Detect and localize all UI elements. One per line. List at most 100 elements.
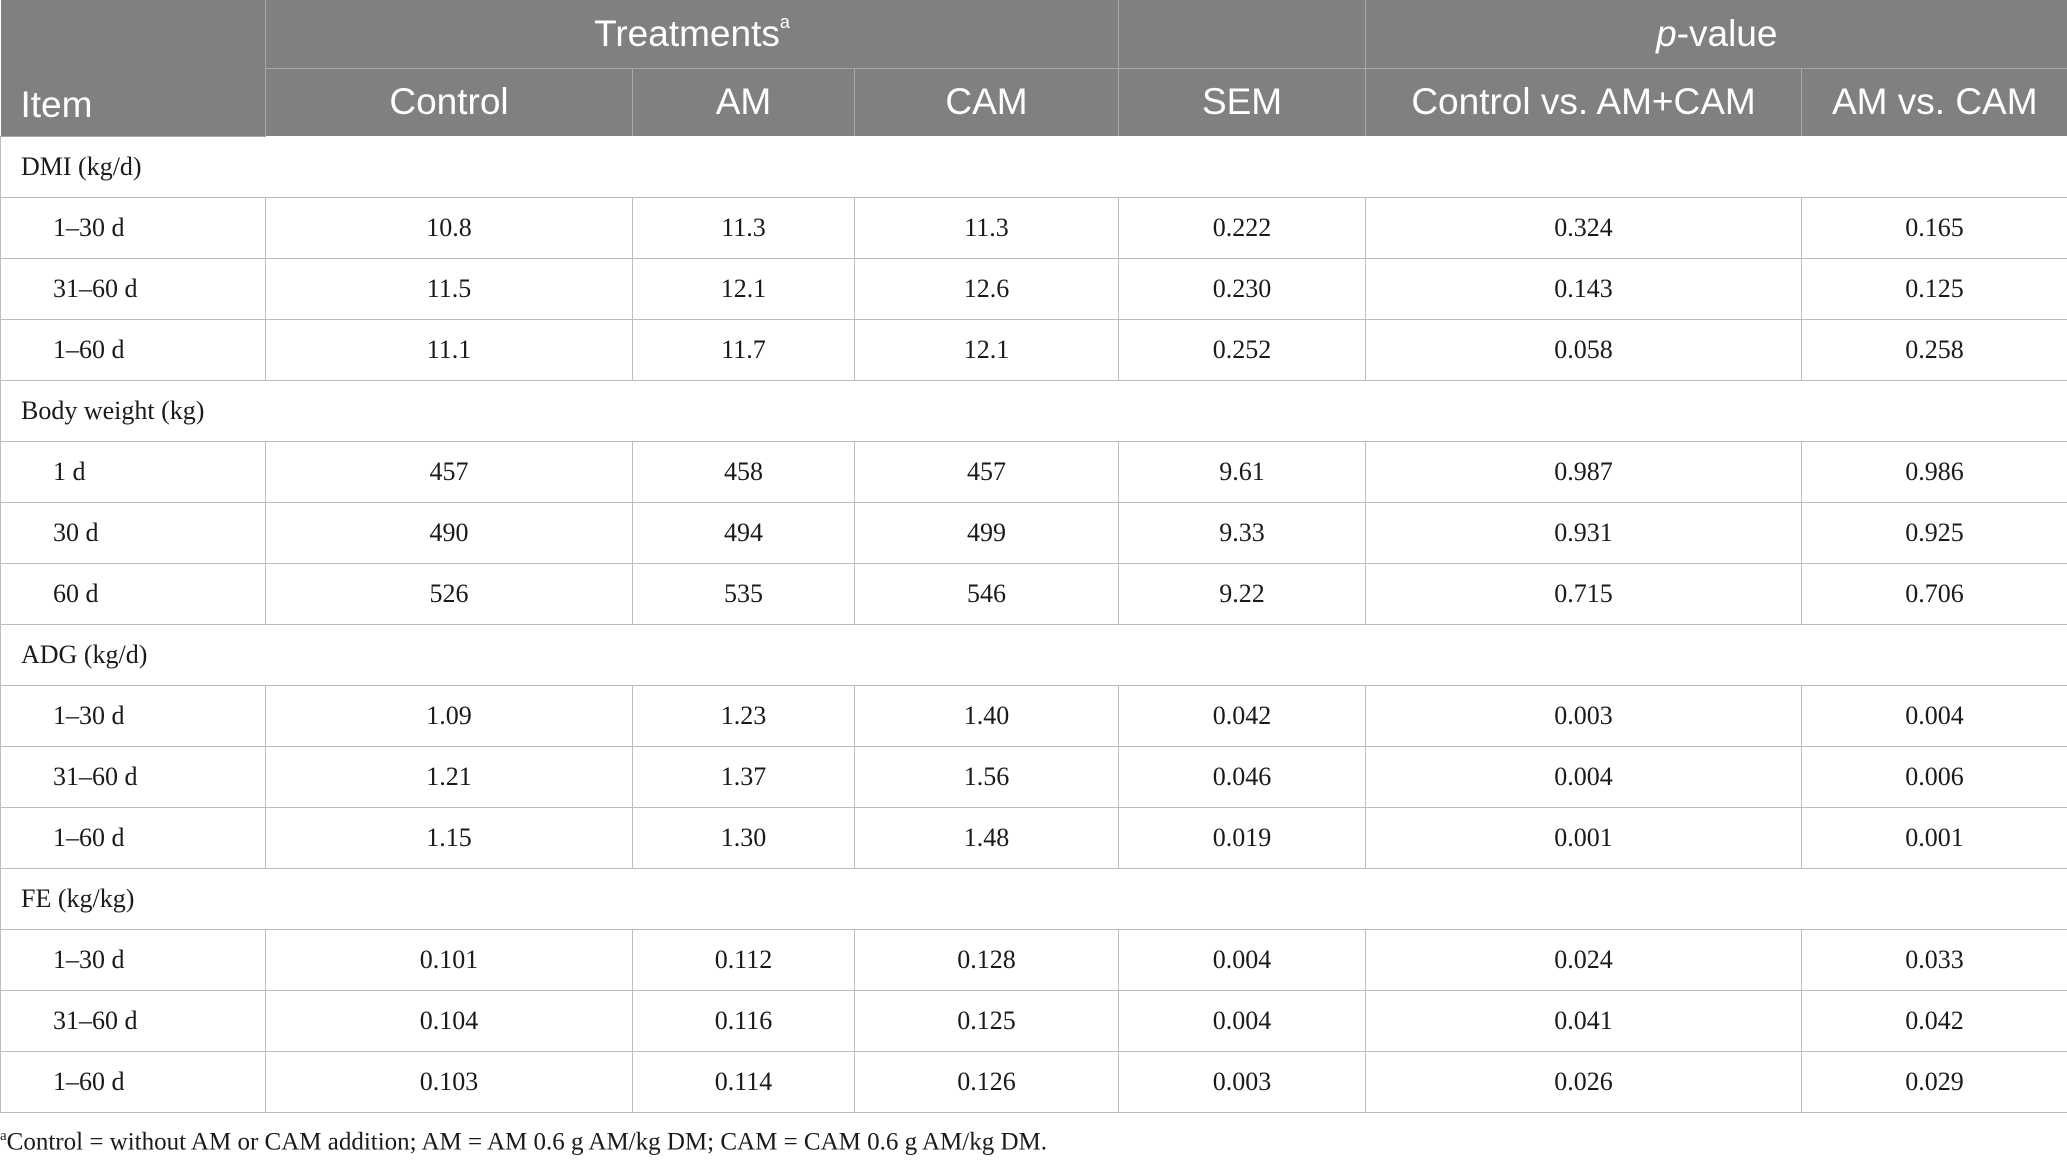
cell-cam: 11.3 [853, 197, 1119, 259]
cell-item: 1–60 d [0, 1051, 266, 1113]
cell-cam: 1.56 [853, 746, 1119, 808]
table-row: 31–60 d 0.104 0.116 0.125 0.004 0.041 0.042 [0, 990, 2067, 1052]
table-row: 1–30 d 10.8 11.3 11.3 0.222 0.324 0.165 [0, 197, 2067, 259]
cell-sem: 0.222 [1118, 197, 1366, 259]
cell-p2: 0.925 [1801, 502, 2067, 564]
cell-p2: 0.706 [1801, 563, 2067, 625]
cell-control: 0.103 [265, 1051, 633, 1113]
cell-am: 1.37 [632, 746, 855, 808]
group-row: FE (kg/kg) [0, 868, 2067, 930]
header-pvalue: p-value [1365, 0, 2067, 69]
table-row: 30 d 490 494 499 9.33 0.931 0.925 [0, 502, 2067, 564]
header-treatments: Treatmentsa [264, 0, 1119, 69]
cell-item: 1–60 d [0, 319, 266, 381]
header-item: Item [0, 0, 266, 137]
cell-control: 1.21 [265, 746, 633, 808]
cell-p2: 0.042 [1801, 990, 2067, 1052]
cell-p2: 0.125 [1801, 258, 2067, 320]
cell-cam: 0.128 [853, 929, 1119, 991]
table-row: 1–60 d 11.1 11.7 12.1 0.252 0.058 0.258 [0, 319, 2067, 381]
cell-control: 0.101 [265, 929, 633, 991]
cell-sem: 0.252 [1118, 319, 1366, 381]
cell-p1: 0.715 [1365, 563, 1802, 625]
cell-am: 0.112 [632, 929, 855, 991]
cell-cam: 457 [853, 441, 1119, 503]
cell-cam: 12.1 [853, 319, 1119, 381]
cell-cam: 0.125 [853, 990, 1119, 1052]
cell-p2: 0.165 [1801, 197, 2067, 259]
cell-p2: 0.986 [1801, 441, 2067, 503]
cell-control: 457 [265, 441, 633, 503]
cell-p2: 0.258 [1801, 319, 2067, 381]
header-p1: Control vs. AM+CAM [1365, 68, 1802, 136]
header-blank [1118, 0, 1366, 69]
cell-item: 1–60 d [0, 807, 266, 869]
cell-item: 31–60 d [0, 258, 266, 320]
cell-item: 1 d [0, 441, 266, 503]
cell-p1: 0.004 [1365, 746, 1802, 808]
cell-cam: 546 [853, 563, 1119, 625]
table-row: 60 d 526 535 546 9.22 0.715 0.706 [0, 563, 2067, 625]
cell-sem: 0.004 [1118, 990, 1366, 1052]
cell-item: 1–30 d [0, 197, 266, 259]
group-label: Body weight (kg) [0, 380, 2067, 442]
cell-item: 60 d [0, 563, 266, 625]
cell-cam: 0.126 [853, 1051, 1119, 1113]
cell-sem: 0.230 [1118, 258, 1366, 320]
table-row: 1–30 d 0.101 0.112 0.128 0.004 0.024 0.033 [0, 929, 2067, 991]
cell-am: 535 [632, 563, 855, 625]
header-p2: AM vs. CAM [1801, 68, 2067, 136]
group-label: FE (kg/kg) [0, 868, 2067, 930]
cell-control: 1.09 [265, 685, 633, 747]
cell-am: 0.116 [632, 990, 855, 1052]
cell-p2: 0.001 [1801, 807, 2067, 869]
cell-am: 12.1 [632, 258, 855, 320]
cell-item: 30 d [0, 502, 266, 564]
table-header: Item Treatmentsa p-value Control AM CAM … [0, 0, 2067, 137]
cell-am: 11.3 [632, 197, 855, 259]
cell-p1: 0.026 [1365, 1051, 1802, 1113]
header-am: AM [632, 68, 855, 136]
cell-item: 31–60 d [0, 746, 266, 808]
cell-item: 31–60 d [0, 990, 266, 1052]
cell-p1: 0.324 [1365, 197, 1802, 259]
cell-am: 458 [632, 441, 855, 503]
cell-control: 526 [265, 563, 633, 625]
cell-p2: 0.029 [1801, 1051, 2067, 1113]
header-control: Control [265, 68, 633, 136]
results-table: Item Treatmentsa p-value Control AM CAM … [0, 0, 2067, 1113]
cell-control: 490 [265, 502, 633, 564]
group-label: ADG (kg/d) [0, 624, 2067, 686]
group-row: DMI (kg/d) [0, 136, 2067, 198]
cell-sem: 0.046 [1118, 746, 1366, 808]
table-row: 31–60 d 11.5 12.1 12.6 0.230 0.143 0.125 [0, 258, 2067, 320]
cell-sem: 0.042 [1118, 685, 1366, 747]
cell-control: 11.5 [265, 258, 633, 320]
header-sem: SEM [1118, 68, 1366, 136]
cell-p1: 0.143 [1365, 258, 1802, 320]
cell-p2: 0.033 [1801, 929, 2067, 991]
cell-p1: 0.931 [1365, 502, 1802, 564]
cell-cam: 499 [853, 502, 1119, 564]
cell-am: 11.7 [632, 319, 855, 381]
table-row: 1–60 d 0.103 0.114 0.126 0.003 0.026 0.029 [0, 1051, 2067, 1113]
cell-control: 10.8 [265, 197, 633, 259]
table-row: 1–30 d 1.09 1.23 1.40 0.042 0.003 0.004 [0, 685, 2067, 747]
cell-p1: 0.024 [1365, 929, 1802, 991]
cell-am: 0.114 [632, 1051, 855, 1113]
cell-control: 1.15 [265, 807, 633, 869]
cell-sem: 9.22 [1118, 563, 1366, 625]
table-row: 1–60 d 1.15 1.30 1.48 0.019 0.001 0.001 [0, 807, 2067, 869]
cell-cam: 12.6 [853, 258, 1119, 320]
cell-am: 1.23 [632, 685, 855, 747]
group-row: Body weight (kg) [0, 380, 2067, 442]
cell-sem: 0.003 [1118, 1051, 1366, 1113]
cell-am: 1.30 [632, 807, 855, 869]
cell-p1: 0.987 [1365, 441, 1802, 503]
cell-p1: 0.041 [1365, 990, 1802, 1052]
cell-cam: 1.48 [853, 807, 1119, 869]
cell-p2: 0.004 [1801, 685, 2067, 747]
cell-item: 1–30 d [0, 929, 266, 991]
table-row: 31–60 d 1.21 1.37 1.56 0.046 0.004 0.006 [0, 746, 2067, 808]
cell-cam: 1.40 [853, 685, 1119, 747]
